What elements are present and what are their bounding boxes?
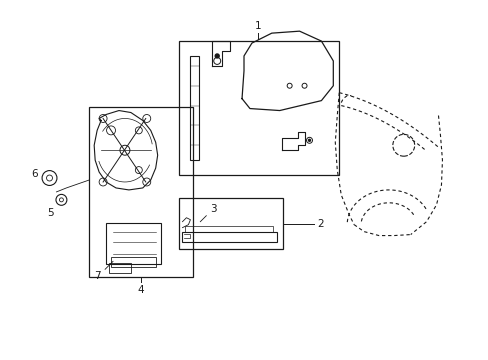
Text: 4: 4 [137,285,144,295]
Bar [178,41,339,175]
Text: 1: 1 [254,21,261,31]
Text: 7: 7 [94,271,101,281]
Bar [111,257,155,267]
Bar [109,264,131,273]
Bar [182,231,276,242]
Bar [185,226,272,231]
Text: 6: 6 [31,169,38,179]
Text: 3: 3 [210,204,217,214]
Bar [178,198,282,249]
Circle shape [215,54,219,58]
Bar [190,56,199,160]
Circle shape [308,139,310,141]
Bar [89,107,193,277]
Text: 5: 5 [47,208,53,218]
Text: 2: 2 [317,219,324,229]
Bar [106,223,161,264]
